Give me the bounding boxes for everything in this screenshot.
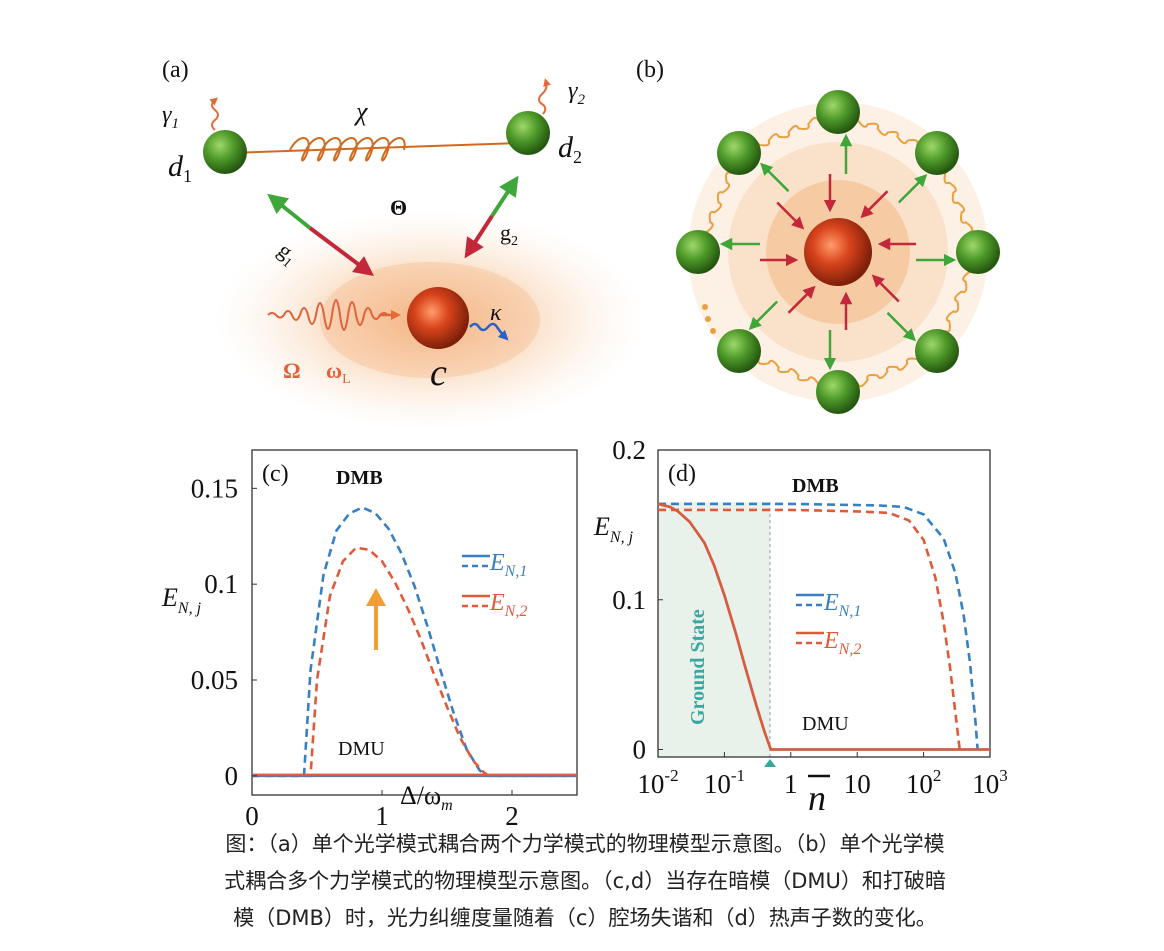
panel-d: Ground State (d) DMB DMU 10-2 10-1 1 10 102 1… <box>593 435 1008 818</box>
g2-label: g2 <box>500 220 518 249</box>
omega-l-label: ωL <box>326 358 351 387</box>
panel-c-ylabel: EN, j <box>161 583 202 617</box>
outward-arrow <box>886 311 916 342</box>
chi-label: χ <box>353 97 368 126</box>
coupling-arrows <box>719 133 957 371</box>
y-tick-label: 0 <box>633 735 647 765</box>
mechanical-mode-ball <box>914 328 959 373</box>
y-tick-label: 0.05 <box>191 665 238 695</box>
x-tick-label: 2 <box>505 801 519 831</box>
panel-b-label: (b) <box>636 57 664 83</box>
mechanical-mode-ball <box>956 230 1000 274</box>
inward-arrow <box>776 201 805 230</box>
x-tick-label: 1 <box>784 769 798 799</box>
series-line-3 <box>657 502 990 751</box>
central-optical-mode <box>804 218 872 286</box>
legend-d-1: EN,1 <box>823 590 861 620</box>
mechanical-mode-ball <box>816 90 860 134</box>
inward-arrow <box>871 274 900 303</box>
panel-c-plot: 0 1 2 0 0.05 0.1 0.15 <box>191 473 577 831</box>
panel-d-dmu: DMU <box>802 713 849 735</box>
drive-pulse <box>267 299 389 331</box>
increase-arrow <box>366 588 386 650</box>
series-line-0 <box>658 502 979 750</box>
x-tick-label: 102 <box>906 766 942 799</box>
x-tick-label: 10 <box>844 769 871 799</box>
gamma1-label: γ1 <box>162 102 179 132</box>
panel-c-legend: EN,1 EN,2 <box>462 550 527 620</box>
panel-d-frame <box>657 449 991 758</box>
series-line-0 <box>252 506 577 778</box>
mechanical-mode-ball <box>676 230 720 274</box>
d1-label: d1 <box>168 150 192 186</box>
kappa-label: κ <box>490 300 502 326</box>
y-tick-label: 0 <box>225 761 239 791</box>
panel-d-plot: 10-2 10-1 1 10 102 103 0 0.1 0.2 <box>612 435 1008 799</box>
panel-c: (c) DMB DMU 0 1 2 0 0.05 0.1 0.15 EN, j Δ/ωm E… <box>161 449 578 831</box>
panel-d-legend: EN,1 EN,2 <box>796 590 861 658</box>
legend-d-2: EN,2 <box>823 628 861 658</box>
mechanical-mode-ball <box>717 328 762 373</box>
mechanical-mode-d2 <box>506 111 550 155</box>
gamma2-label: γ2 <box>568 78 585 108</box>
legend-c-1: EN,1 <box>489 550 527 580</box>
y-tick-label: 0.2 <box>612 435 646 465</box>
panel-d-ylabel: EN, j <box>593 512 634 546</box>
mechanical-mode-ball <box>914 131 959 176</box>
panel-c-xlabel: Δ/ωm <box>400 781 453 814</box>
x-tick-label: 10-2 <box>637 766 678 799</box>
c-label: c <box>430 352 447 394</box>
outward-arrow <box>748 300 779 330</box>
inward-arrow <box>860 190 889 219</box>
mechanical-modes-ring <box>676 90 1000 414</box>
caption-line-1: 图：（a）单个光学模式耦合两个力学模式的物理模型示意图。（b）单个光学模 <box>225 832 945 856</box>
outward-arrow <box>760 162 790 193</box>
optical-mode-c <box>407 287 469 349</box>
threshold-marker <box>764 759 776 767</box>
panel-a-label: (a) <box>162 57 189 83</box>
panel-c-frame <box>251 449 578 796</box>
panel-c-dmb: DMB <box>336 467 383 489</box>
y-tick-label: 0.1 <box>612 585 646 615</box>
ground-state-label: Ground State <box>687 609 709 725</box>
x-tick-label: 10-1 <box>704 766 745 799</box>
panel-c-label: (c) <box>262 461 289 487</box>
mechanical-mode-d1 <box>203 130 247 174</box>
mechanical-mode-ball <box>717 131 762 176</box>
theta-label: Θ <box>390 195 407 220</box>
panel-b: (b) <box>636 57 1000 414</box>
y-tick-label: 0.15 <box>191 473 238 503</box>
x-tick-label: 1 <box>375 801 389 831</box>
panel-a: (a) χ γ1 d1 γ2 d2 Θ g1 g2 Ω ωL κ c <box>162 57 645 430</box>
chi-spring <box>289 137 406 162</box>
panel-d-xlabel: n <box>808 778 826 818</box>
caption-line-3: 模（DMB）时，光力纠缠度量随着（c）腔场失谐和（d）热声子数的变化。 <box>233 906 937 930</box>
inward-arrow <box>787 285 816 314</box>
figure-caption: 图：（a）单个光学模式耦合两个力学模式的物理模型示意图。（b）单个光学模 式耦合… <box>90 826 1080 937</box>
legend-c-2: EN,2 <box>489 590 527 620</box>
panel-d-label: (d) <box>668 461 696 487</box>
d2-label: d2 <box>558 131 582 167</box>
ground-state-region <box>658 502 770 757</box>
mechanical-mode-ball <box>816 370 860 414</box>
panel-d-dmb: DMB <box>792 475 839 497</box>
y-tick-label: 0.1 <box>204 569 238 599</box>
omega-label: Ω <box>283 358 301 383</box>
outward-arrow <box>897 174 928 204</box>
series-line-1 <box>252 546 577 778</box>
panel-c-dmu: DMU <box>338 738 385 760</box>
series-line-1 <box>658 508 961 750</box>
caption-line-2: 式耦合多个力学模式的物理模型示意图。（c,d）当存在暗模（DMU）和打破暗 <box>224 869 946 893</box>
x-tick-label: 103 <box>972 766 1008 799</box>
x-tick-label: 0 <box>245 801 259 831</box>
